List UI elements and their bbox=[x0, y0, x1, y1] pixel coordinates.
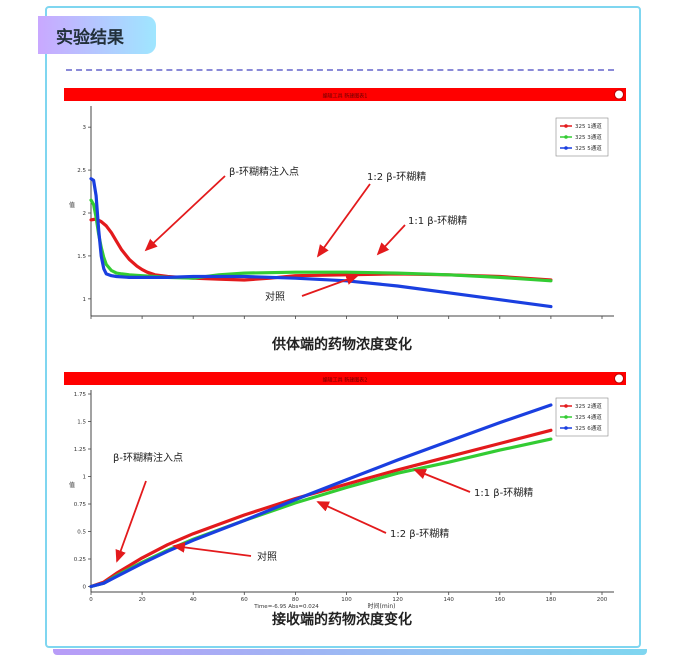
legend-label-1: 325 1通道 bbox=[575, 122, 602, 130]
legend-marker-2 bbox=[564, 415, 568, 419]
legend-label-2: 325 4通道 bbox=[575, 413, 602, 421]
y-tick-label: 1 bbox=[83, 475, 87, 481]
legend-marker-3 bbox=[564, 146, 568, 150]
annotation-label: β-环糊精注入点 bbox=[113, 451, 183, 464]
donor-chart: 编辑工具 新建图表102040608010012014016018020011.… bbox=[64, 88, 626, 319]
legend-marker-1 bbox=[564, 404, 568, 408]
y-tick-label: 2 bbox=[83, 211, 87, 217]
annotation-label: 1:2 β-环糊精 bbox=[390, 527, 449, 540]
y-tick-label: 1.5 bbox=[77, 254, 86, 260]
x-tick-label: 40 bbox=[190, 597, 197, 603]
chart-banner bbox=[64, 88, 626, 101]
receiver-chart: 编辑工具 新建图表2 0 20 40 60 80 100 120 140 160 180 200 0 0.… bbox=[64, 372, 626, 610]
annotation-label: 1:1 β-环糊精 bbox=[408, 214, 467, 227]
readout-text: Time=-6.95 Abs=0.024 bbox=[253, 604, 319, 610]
legend-label-3: 325 6通道 bbox=[575, 424, 602, 432]
y-tick-label: 3 bbox=[83, 125, 87, 131]
x-tick-label: 160 bbox=[495, 597, 506, 603]
annotation-arrow bbox=[172, 542, 252, 557]
annotation-label: 对照 bbox=[265, 290, 285, 303]
refresh-icon bbox=[614, 373, 624, 384]
x-tick-label: 100 bbox=[341, 597, 352, 603]
refresh-icon bbox=[614, 89, 624, 100]
y-tick-label: 1.25 bbox=[74, 447, 87, 453]
annotation-arrow bbox=[144, 175, 226, 252]
x-tick-label: 80 bbox=[292, 597, 299, 603]
annotation-arrow bbox=[376, 224, 406, 256]
legend-label-3: 325 5通道 bbox=[575, 144, 602, 152]
y-tick-label: 2.5 bbox=[77, 168, 86, 174]
section-title: 实验结果 bbox=[56, 28, 124, 48]
x-tick-label: 60 bbox=[241, 597, 248, 603]
result-card bbox=[45, 6, 647, 655]
annotation-label: 对照 bbox=[257, 550, 277, 563]
y-tick-label: 0 bbox=[83, 585, 87, 591]
donor-chart-caption: 供体端的药物浓度变化 bbox=[272, 337, 412, 353]
legend-marker-2 bbox=[564, 135, 568, 139]
chart-banner bbox=[64, 372, 626, 385]
x-tick-label: 120 bbox=[392, 597, 403, 603]
series-line-3 bbox=[89, 403, 553, 589]
annotation-arrow bbox=[316, 501, 387, 534]
series-line-2 bbox=[89, 198, 553, 283]
series-line-3 bbox=[89, 177, 553, 309]
chart-banner-text: 编辑工具 新建图表2 bbox=[323, 377, 368, 384]
y-axis-label: 值 bbox=[69, 201, 75, 209]
receiver-chart-caption: 接收端的药物浓度变化 bbox=[272, 612, 412, 628]
annotation-arrow bbox=[115, 480, 147, 563]
y-tick-label: 0.25 bbox=[74, 557, 87, 563]
x-tick-label: 140 bbox=[443, 597, 454, 603]
annotation-arrow bbox=[413, 468, 471, 493]
y-tick-label: 0.5 bbox=[77, 530, 86, 536]
x-tick-label: 20 bbox=[139, 597, 146, 603]
annotation-arrow bbox=[301, 274, 359, 297]
x-tick-label: 0 bbox=[89, 597, 93, 603]
legend-label-2: 325 3通道 bbox=[575, 133, 602, 141]
y-tick-label: 1.5 bbox=[77, 420, 86, 426]
annotation-label: β-环糊精注入点 bbox=[229, 165, 299, 178]
y-axis-label: 值 bbox=[69, 481, 75, 489]
x-tick-label: 180 bbox=[546, 597, 557, 603]
x-tick-label: 200 bbox=[597, 597, 608, 603]
legend-marker-3 bbox=[564, 426, 568, 430]
annotation-label: 1:2 β-环糊精 bbox=[367, 170, 426, 183]
chart-banner-text: 编辑工具 新建图表1 bbox=[323, 93, 368, 100]
y-tick-label: 1.75 bbox=[74, 392, 87, 398]
legend-marker-1 bbox=[564, 124, 568, 128]
series-line-1 bbox=[89, 428, 553, 589]
legend-label-1: 325 2通道 bbox=[575, 402, 602, 410]
annotation-arrow bbox=[316, 183, 371, 258]
dashed-divider bbox=[66, 69, 614, 71]
annotation-label: 1:1 β-环糊精 bbox=[474, 486, 533, 499]
y-tick-label: 0.75 bbox=[74, 502, 87, 508]
section-header: 实验结果 bbox=[38, 16, 156, 54]
y-tick-label: 1 bbox=[83, 297, 87, 303]
x-axis-label: 时间(min) bbox=[368, 602, 396, 610]
